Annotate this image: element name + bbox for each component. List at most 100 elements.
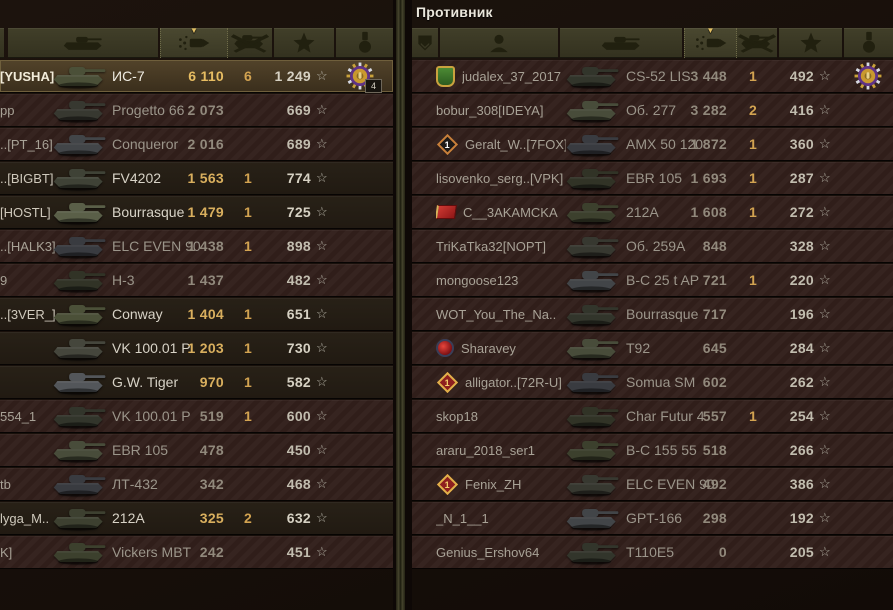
ally-row[interactable]: [YUSHA] ИС-7 6 110 6 1 249 ☆ 4 bbox=[0, 60, 393, 93]
kills-cell: 1 bbox=[226, 366, 270, 398]
ally-row[interactable]: ..[PT_16] Conqueror 2 016 689 ☆ bbox=[0, 128, 393, 160]
header-cell-medal-icon[interactable] bbox=[336, 28, 393, 58]
tank-name-cell: Somua SM bbox=[626, 366, 722, 398]
xp-cell: 266 ☆ bbox=[742, 434, 833, 466]
player-name-cell: ..[BIGBT] bbox=[0, 162, 86, 194]
kills-value: 1 bbox=[748, 408, 758, 424]
damage-value: 1 479 bbox=[187, 204, 224, 220]
medal-cell bbox=[846, 94, 890, 126]
enemy-row[interactable]: Genius_Ershov64 T110E5 0 205 ☆ bbox=[412, 536, 893, 568]
ally-row[interactable]: 554_1 VK 100.01 P 519 1 600 ☆ bbox=[0, 400, 393, 432]
kills-value: 2 bbox=[243, 510, 253, 526]
header-cell-tank-icon[interactable] bbox=[8, 28, 158, 58]
xp-value: 651 bbox=[286, 306, 311, 322]
tank-name-cell: ЛТ-432 bbox=[112, 468, 207, 500]
enemy-row[interactable]: TriKaTka32[NOPT] Об. 259A 848 328 ☆ bbox=[412, 230, 893, 262]
tank-name: Bourrasque bbox=[626, 306, 699, 322]
medal-cell bbox=[846, 400, 890, 432]
player-name-cell: 554_1 bbox=[0, 400, 86, 432]
damage-cell: 717 bbox=[662, 298, 727, 330]
header-cell-kills-icon[interactable] bbox=[737, 28, 777, 58]
tank-name: Conqueror bbox=[112, 136, 179, 152]
enemy-row[interactable]: lisovenko_serg..[VPK] EBR 105 1 693 1 287 ☆ bbox=[412, 162, 893, 194]
header-cell-damage-icon[interactable]: ▼ bbox=[684, 27, 737, 58]
enemy-row[interactable]: bobur_308[IDEYA] Об. 277 3 282 2 416 ☆ bbox=[412, 94, 893, 126]
kills-value: 1 bbox=[243, 306, 253, 322]
damage-cell: 1 872 bbox=[662, 128, 727, 160]
player-name-cell: skop18 bbox=[436, 400, 566, 432]
xp-star-icon: ☆ bbox=[819, 374, 831, 389]
ally-row[interactable]: K] Vickers MBT 242 451 ☆ bbox=[0, 536, 393, 568]
damage-cell: 2 016 bbox=[158, 128, 224, 160]
tank-silhouette-icon bbox=[562, 128, 624, 160]
xp-value: 492 bbox=[789, 68, 814, 84]
ally-row[interactable]: ..[BIGBT] FV4202 1 563 1 774 ☆ bbox=[0, 162, 393, 194]
header-cell-xp-star-icon[interactable] bbox=[779, 28, 842, 58]
enemy-row[interactable]: WOT_You_The_Na.. Bourrasque 717 196 ☆ bbox=[412, 298, 893, 330]
tank-silhouette-icon bbox=[50, 264, 110, 296]
damage-cell: 325 bbox=[158, 502, 224, 534]
player-name-cell: 1 alligator..[72R-U] bbox=[436, 366, 566, 398]
xp-cell: 196 ☆ bbox=[742, 298, 833, 330]
ally-row[interactable]: lyga_M.. 212A 325 2 632 ☆ bbox=[0, 502, 393, 534]
player-name-cell: [HOSTL] bbox=[0, 196, 86, 228]
damage-cell: 298 bbox=[662, 502, 727, 534]
player-name: TriKaTka32[NOPT] bbox=[436, 238, 547, 254]
enemy-row[interactable]: 1 alligator..[72R-U] Somua SM 602 262 ☆ bbox=[412, 366, 893, 398]
enemy-row[interactable]: skop18 Char Futur 4 557 1 254 ☆ bbox=[412, 400, 893, 432]
sort-arrow-icon: ▼ bbox=[190, 26, 198, 35]
achievement-medal-icon[interactable] bbox=[854, 62, 882, 90]
enemy-row[interactable]: judalex_37_2017 CS-52 LIS 3 448 1 492 ☆ bbox=[412, 60, 893, 92]
damage-cell: 478 bbox=[158, 434, 224, 466]
ally-row[interactable]: [HOSTL] Bourrasque 1 479 1 725 ☆ bbox=[0, 196, 393, 228]
ally-row[interactable]: G.W. Tiger 970 1 582 ☆ bbox=[0, 366, 393, 398]
xp-cell: 725 ☆ bbox=[238, 196, 330, 228]
ally-row[interactable]: EBR 105 478 450 ☆ bbox=[0, 434, 393, 466]
achievement-medal-icon[interactable]: 4 bbox=[346, 62, 382, 93]
header-cell-damage-icon[interactable]: ▼ bbox=[160, 26, 228, 58]
tank-silhouette-icon bbox=[562, 60, 624, 92]
tank-name-cell: Bourrasque bbox=[112, 196, 207, 228]
header-cell-kills-icon[interactable] bbox=[228, 28, 272, 58]
player-name: WOT_You_The_Na.. bbox=[436, 306, 557, 322]
ally-row[interactable]: pp Progetto 66 2 073 669 ☆ bbox=[0, 94, 393, 126]
xp-value: 689 bbox=[286, 136, 311, 152]
header-cell-tank-icon[interactable] bbox=[560, 28, 682, 58]
ally-row[interactable]: ..[HALK3] ELC EVEN 90 1 438 1 898 ☆ bbox=[0, 230, 393, 262]
medal-cell bbox=[338, 196, 382, 228]
enemy-row[interactable]: Sharavey T92 645 284 ☆ bbox=[412, 332, 893, 364]
ally-row[interactable]: 9 H-3 1 437 482 ☆ bbox=[0, 264, 393, 296]
xp-value: 1 249 bbox=[274, 68, 311, 84]
player-name: judalex_37_2017 bbox=[462, 68, 562, 84]
damage-cell: 1 608 bbox=[662, 196, 727, 228]
xp-value: 632 bbox=[286, 510, 311, 526]
xp-cell: 632 ☆ bbox=[238, 502, 330, 534]
damage-cell: 518 bbox=[662, 434, 727, 466]
xp-star-icon: ☆ bbox=[819, 238, 831, 253]
header-cell-rank-icon[interactable] bbox=[412, 28, 438, 58]
tank-name-cell: AMX 50 120 bbox=[626, 128, 722, 160]
header-cell-xp-star-icon[interactable] bbox=[274, 28, 334, 58]
enemy-row[interactable]: 1 Geralt_W..[7FOX] AMX 50 120 1 872 1 360 ☆ bbox=[412, 128, 893, 160]
damage-value: 970 bbox=[199, 374, 224, 390]
header-cell-medal-icon[interactable] bbox=[844, 28, 893, 58]
xp-cell: 600 ☆ bbox=[238, 400, 330, 432]
damage-value: 519 bbox=[199, 408, 224, 424]
damage-cell: 645 bbox=[662, 332, 727, 364]
enemy-row[interactable]: 1 Fenix_ZH ELC EVEN 90 492 386 ☆ bbox=[412, 468, 893, 500]
xp-value: 266 bbox=[789, 442, 814, 458]
ally-row[interactable]: tb ЛТ-432 342 468 ☆ bbox=[0, 468, 393, 500]
player-name-cell: [YUSHA] bbox=[0, 60, 86, 92]
kills-icon bbox=[737, 32, 777, 54]
enemy-row[interactable]: C__3AKAMCKA 212A 1 608 1 272 ☆ bbox=[412, 196, 893, 228]
enemy-row[interactable]: _N_1__1 GPT-166 298 192 ☆ bbox=[412, 502, 893, 534]
kills-cell: 1 bbox=[729, 60, 777, 92]
ally-row[interactable]: ..[3VER_] Conway 1 404 1 651 ☆ bbox=[0, 298, 393, 330]
player-name-cell: pp bbox=[0, 94, 86, 126]
enemy-row[interactable]: mongoose123 B-C 25 t AP 721 1 220 ☆ bbox=[412, 264, 893, 296]
enemy-row[interactable]: araru_2018_ser1 B-C 155 55 518 266 ☆ bbox=[412, 434, 893, 466]
header-cell-name[interactable] bbox=[0, 28, 4, 58]
header-cell-player-icon[interactable] bbox=[440, 28, 558, 58]
divider-bar bbox=[396, 0, 405, 610]
